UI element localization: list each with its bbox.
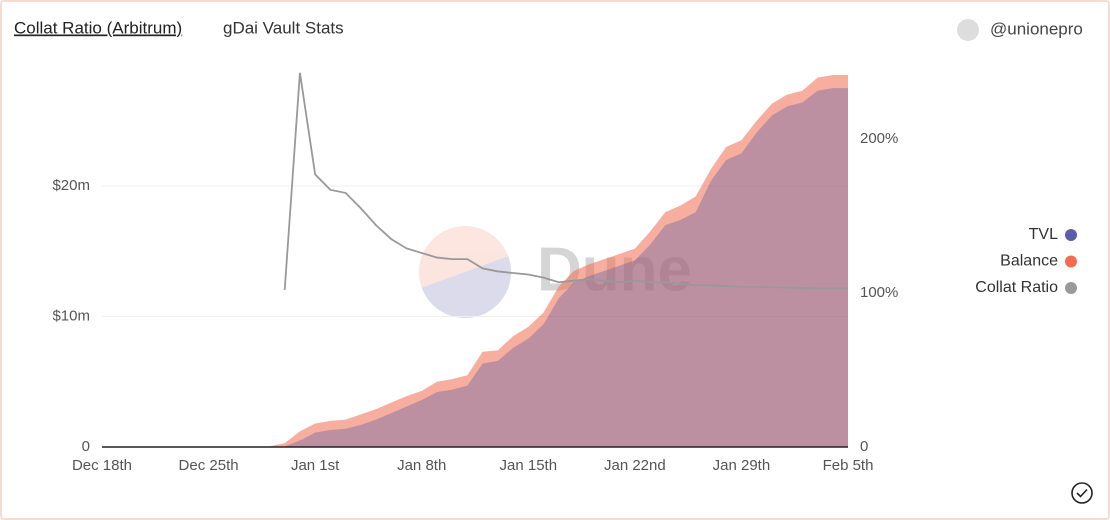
watermark-logo <box>419 226 511 318</box>
line <box>283 72 848 290</box>
x-tick-label: Feb 5th <box>823 457 874 474</box>
author[interactable]: @unionepro <box>990 19 1083 38</box>
x-tick-label: Jan 15th <box>500 457 558 474</box>
legend-label: Balance <box>1000 253 1058 270</box>
x-tick-label: Dec 18th <box>72 457 132 474</box>
legend-dot <box>1065 282 1077 294</box>
legend-label: Collat Ratio <box>975 279 1058 296</box>
y-tick-label: 0 <box>82 438 90 455</box>
area <box>102 75 848 448</box>
y-tick-label: $20m <box>52 177 90 194</box>
avatar[interactable] <box>957 19 979 41</box>
x-tick-label: Jan 1st <box>291 457 340 474</box>
legend-label: TVL <box>1029 226 1058 243</box>
watermark-logo-part <box>421 256 511 318</box>
area <box>102 88 848 448</box>
legend-dot <box>1065 229 1077 241</box>
legend-dot <box>1065 255 1077 268</box>
check-icon[interactable] <box>1071 482 1093 504</box>
x-tick-label: Dec 25th <box>179 457 239 474</box>
y-tick-label: $10m <box>52 307 90 324</box>
x-tick-label: Jan 22nd <box>604 457 666 474</box>
y2-tick-label: 0 <box>860 438 868 455</box>
x-tick-label: Jan 29th <box>713 457 771 474</box>
y2-tick-label: 200% <box>860 130 898 147</box>
x-tick-label: Jan 8th <box>397 457 446 474</box>
y2-tick-label: 100% <box>860 284 898 301</box>
check-mark <box>1076 488 1088 498</box>
chart-subtitle: gDai Vault Stats <box>223 18 344 37</box>
chart-title[interactable]: Collat Ratio (Arbitrum) <box>14 18 182 37</box>
